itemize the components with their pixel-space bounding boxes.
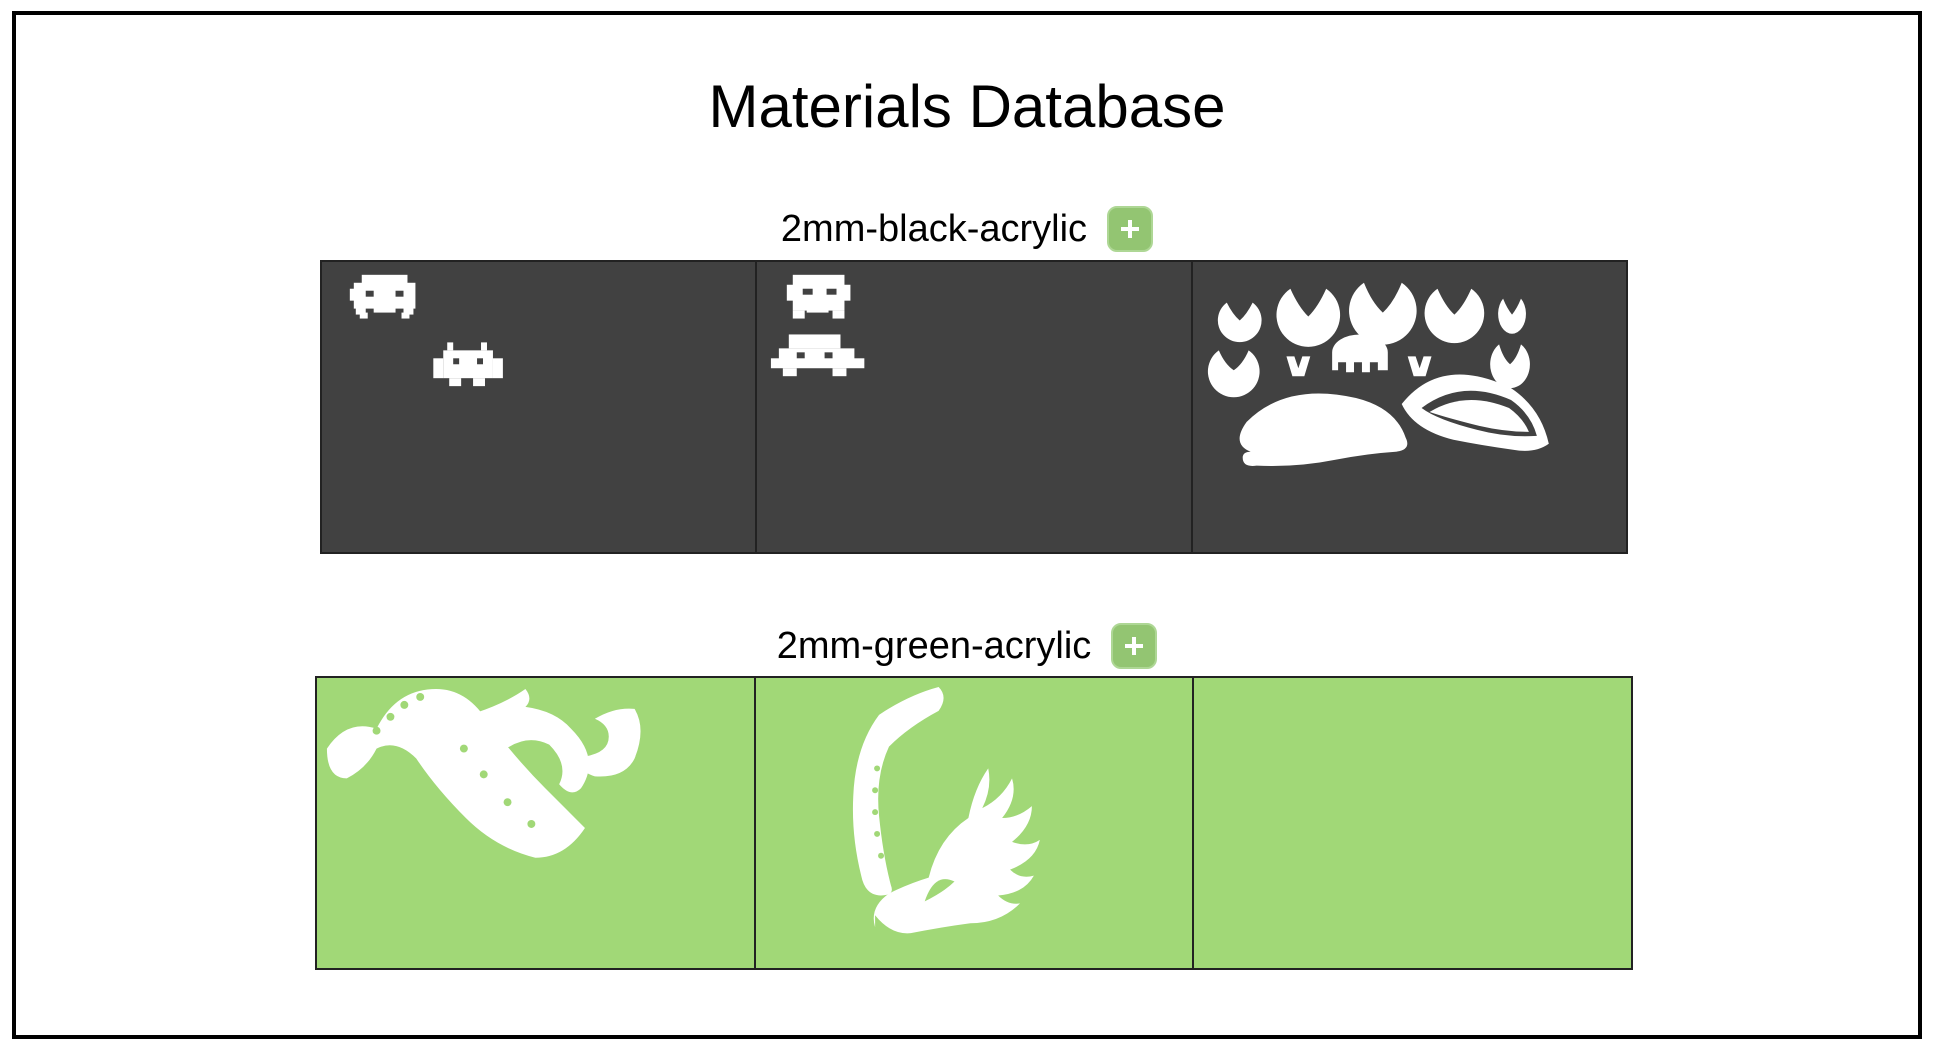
material-header-green: 2mm-green-acrylic bbox=[16, 616, 1918, 676]
material-name: 2mm-green-acrylic bbox=[776, 625, 1092, 667]
app-frame: Materials Database 2mm-black-acrylic bbox=[12, 11, 1922, 1039]
material-name: 2mm-black-acrylic bbox=[780, 208, 1088, 250]
plus-icon bbox=[1125, 637, 1144, 655]
plus-icon bbox=[1121, 220, 1140, 238]
sheet-thumbnail[interactable] bbox=[753, 678, 1193, 968]
cutout-shapes bbox=[349, 274, 503, 387]
cutout-shapes bbox=[326, 689, 641, 858]
page-title: Materials Database bbox=[708, 73, 1226, 140]
sheet-thumbnail[interactable] bbox=[1192, 678, 1632, 968]
add-sheet-button[interactable] bbox=[1111, 623, 1158, 669]
sheet-thumbnail[interactable] bbox=[755, 262, 1191, 552]
material-header-black: 2mm-black-acrylic bbox=[16, 199, 1918, 259]
sheet-thumbnail[interactable] bbox=[322, 262, 756, 552]
sheet-thumbnail[interactable] bbox=[317, 678, 754, 968]
sheet-list-black bbox=[320, 260, 1628, 554]
add-sheet-button[interactable] bbox=[1107, 206, 1154, 252]
sheet-thumbnail[interactable] bbox=[1190, 262, 1626, 552]
cutout-shapes bbox=[1207, 282, 1549, 467]
cutout-shapes bbox=[771, 274, 865, 377]
sheet-list-green bbox=[315, 676, 1633, 970]
cutout-shapes bbox=[852, 687, 1040, 934]
